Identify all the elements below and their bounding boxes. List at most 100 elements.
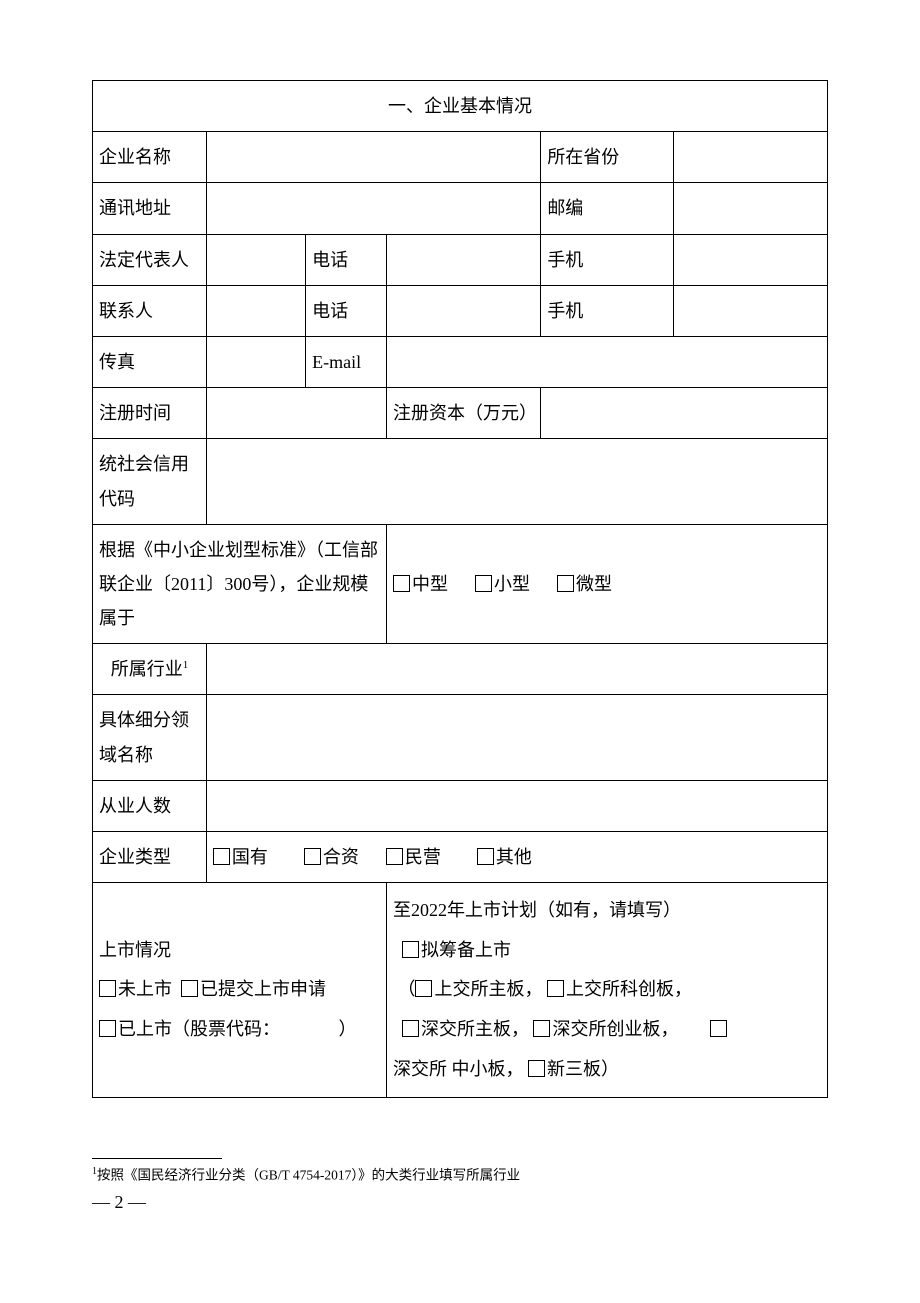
- opt-private: 民营: [405, 847, 441, 867]
- row-fax: 传真 E-mail: [93, 336, 828, 387]
- label-contact-mobile: 手机: [541, 285, 673, 336]
- scale-options: 中型 小型 微型: [386, 524, 827, 644]
- input-contact-phone[interactable]: [386, 285, 540, 336]
- label-scale: 根据《中小企业划型标准》（工信部联企业〔2011〕300号），企业规模属于: [93, 524, 387, 644]
- input-subfield[interactable]: [206, 695, 827, 780]
- listing-status: 上市情况 未上市 已提交上市申请 已上市（股票代码： ）: [93, 883, 387, 1098]
- type-options: 国有 合资 民营 其他: [206, 832, 827, 883]
- checkbox-listed[interactable]: [99, 1020, 116, 1037]
- checkbox-joint[interactable]: [304, 848, 321, 865]
- row-scale: 根据《中小企业划型标准》（工信部联企业〔2011〕300号），企业规模属于 中型…: [93, 524, 828, 644]
- listing-header: 上市情况: [99, 940, 171, 960]
- checkbox-sse-star[interactable]: [547, 980, 564, 997]
- checkbox-applied[interactable]: [181, 980, 198, 997]
- checkbox-sse-main[interactable]: [415, 980, 432, 997]
- label-legal-mobile: 手机: [541, 234, 673, 285]
- row-type: 企业类型 国有 合资 民营 其他: [93, 832, 828, 883]
- opt-plan-prepare: 拟筹备上市: [421, 940, 511, 960]
- row-address: 通讯地址 邮编: [93, 183, 828, 234]
- row-employees: 从业人数: [93, 780, 828, 831]
- checkbox-other[interactable]: [477, 848, 494, 865]
- input-company-name[interactable]: [206, 132, 540, 183]
- opt-small: 小型: [494, 574, 530, 594]
- checkbox-szse-sme[interactable]: [710, 1020, 727, 1037]
- input-address[interactable]: [206, 183, 540, 234]
- opt-neeq: 新三板）: [547, 1059, 619, 1079]
- opt-micro: 微型: [576, 574, 612, 594]
- checkbox-plan-prepare[interactable]: [402, 941, 419, 958]
- opt-sse-star: 上交所科创板，: [566, 979, 692, 999]
- opt-medium: 中型: [412, 574, 448, 594]
- opt-szse-gem: 深交所创业板，: [552, 1019, 678, 1039]
- label-subfield: 具体细分领域名称: [93, 695, 207, 780]
- row-subfield: 具体细分领域名称: [93, 695, 828, 780]
- input-legal-rep[interactable]: [206, 234, 305, 285]
- plan-header: 至2022年上市计划（如有，请填写）: [393, 900, 681, 920]
- label-industry: 所属行业1: [93, 644, 207, 695]
- opt-state: 国有: [232, 847, 268, 867]
- row-title: 一、企业基本情况: [93, 81, 828, 132]
- row-contact: 联系人 电话 手机: [93, 285, 828, 336]
- label-employees: 从业人数: [93, 780, 207, 831]
- input-legal-mobile[interactable]: [673, 234, 827, 285]
- page: 一、企业基本情况 企业名称 所在省份 通讯地址 邮编 法定代表人 电话 手机 联…: [0, 0, 920, 1253]
- input-reg-time[interactable]: [206, 388, 386, 439]
- checkbox-state[interactable]: [213, 848, 230, 865]
- label-fax: 传真: [93, 336, 207, 387]
- label-postcode: 邮编: [541, 183, 673, 234]
- label-contact: 联系人: [93, 285, 207, 336]
- plan-open-paren: （: [397, 979, 415, 999]
- opt-not-listed: 未上市: [118, 979, 172, 999]
- label-email: E-mail: [306, 336, 387, 387]
- checkbox-small[interactable]: [475, 575, 492, 592]
- opt-listed-post: ）: [339, 1019, 357, 1039]
- label-contact-phone: 电话: [306, 285, 387, 336]
- label-legal-rep: 法定代表人: [93, 234, 207, 285]
- label-type: 企业类型: [93, 832, 207, 883]
- label-legal-phone: 电话: [306, 234, 387, 285]
- input-province[interactable]: [673, 132, 827, 183]
- row-industry: 所属行业1: [93, 644, 828, 695]
- row-uscc: 统社会信用代码: [93, 439, 828, 524]
- checkbox-neeq[interactable]: [528, 1060, 545, 1077]
- label-uscc: 统社会信用代码: [93, 439, 207, 524]
- opt-applied: 已提交上市申请: [200, 979, 326, 999]
- checkbox-szse-gem[interactable]: [533, 1020, 550, 1037]
- input-employees[interactable]: [206, 780, 827, 831]
- input-email[interactable]: [386, 336, 827, 387]
- opt-szse-sme: 深交所 中小板，: [393, 1059, 524, 1079]
- row-legal-rep: 法定代表人 电话 手机: [93, 234, 828, 285]
- page-number: — 2 —: [92, 1192, 828, 1213]
- footnote-ref-1: 1: [183, 659, 189, 671]
- row-listing: 上市情况 未上市 已提交上市申请 已上市（股票代码： ） 至2022年上市计划（…: [93, 883, 828, 1098]
- opt-sse-main: 上交所主板，: [434, 979, 542, 999]
- label-reg-time: 注册时间: [93, 388, 207, 439]
- checkbox-not-listed[interactable]: [99, 980, 116, 997]
- checkbox-micro[interactable]: [557, 575, 574, 592]
- input-uscc[interactable]: [206, 439, 827, 524]
- footnote-separator: [92, 1158, 222, 1159]
- footnote-text: 按照《国民经济行业分类（GB/T 4754-2017）》的大类行业填写所属行业: [97, 1168, 520, 1183]
- checkbox-szse-main[interactable]: [402, 1020, 419, 1037]
- label-reg-capital: 注册资本（万元）: [386, 388, 540, 439]
- row-reg: 注册时间 注册资本（万元）: [93, 388, 828, 439]
- input-fax[interactable]: [206, 336, 305, 387]
- opt-listed-pre: 已上市（股票代码：: [118, 1019, 280, 1039]
- label-province: 所在省份: [541, 132, 673, 183]
- input-contact-mobile[interactable]: [673, 285, 827, 336]
- input-industry[interactable]: [206, 644, 827, 695]
- listing-plan: 至2022年上市计划（如有，请填写） 拟筹备上市 （ 上交所主板， 上交所科创板，…: [386, 883, 827, 1098]
- input-reg-capital[interactable]: [541, 388, 828, 439]
- footnote: 1按照《国民经济行业分类（GB/T 4754-2017）》的大类行业填写所属行业: [92, 1165, 828, 1185]
- form-table: 一、企业基本情况 企业名称 所在省份 通讯地址 邮编 法定代表人 电话 手机 联…: [92, 80, 828, 1098]
- input-legal-phone[interactable]: [386, 234, 540, 285]
- section-title: 一、企业基本情况: [93, 81, 828, 132]
- checkbox-private[interactable]: [386, 848, 403, 865]
- label-company-name: 企业名称: [93, 132, 207, 183]
- opt-szse-main: 深交所主板，: [421, 1019, 529, 1039]
- input-contact[interactable]: [206, 285, 305, 336]
- label-address: 通讯地址: [93, 183, 207, 234]
- checkbox-medium[interactable]: [393, 575, 410, 592]
- opt-joint: 合资: [323, 847, 359, 867]
- input-postcode[interactable]: [673, 183, 827, 234]
